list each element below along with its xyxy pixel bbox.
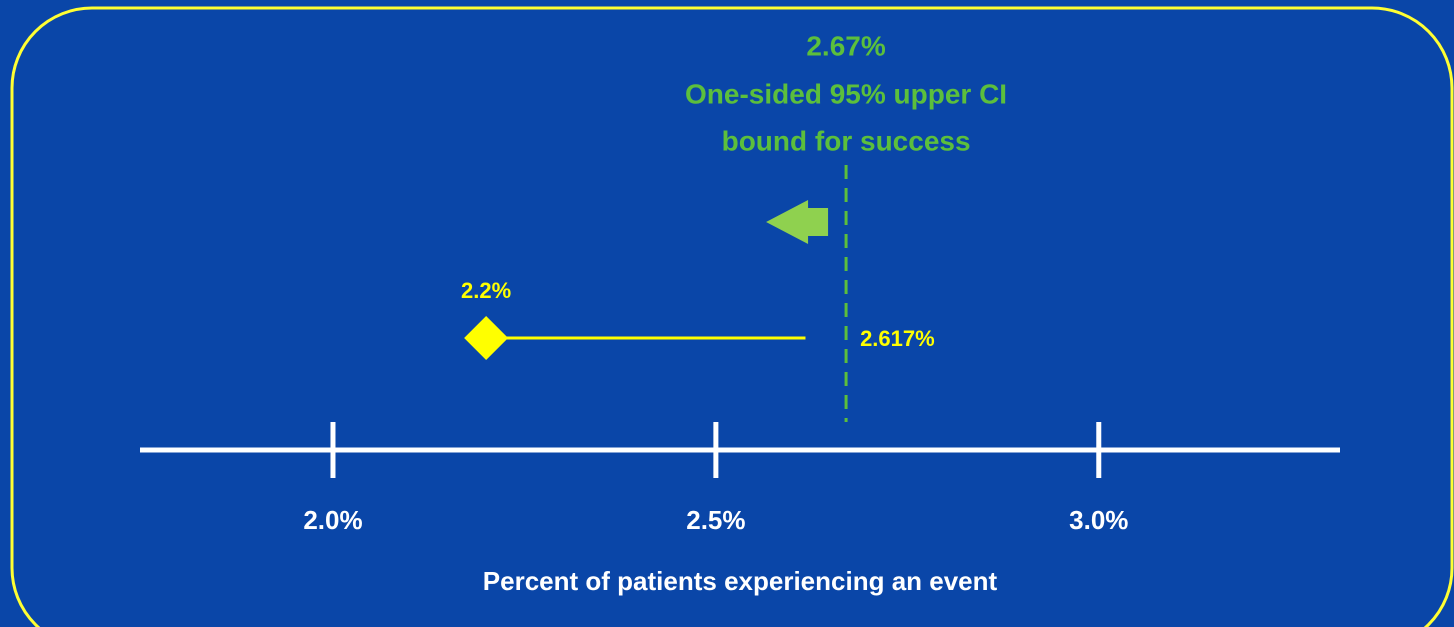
frame bbox=[10, 6, 1454, 627]
threshold-annotation: One-sided 95% upper CI bbox=[685, 78, 1007, 109]
x-tick-label: 2.5% bbox=[686, 505, 745, 535]
x-tick-label: 3.0% bbox=[1069, 505, 1128, 535]
estimate-label: 2.2% bbox=[461, 278, 511, 303]
threshold-annotation: bound for success bbox=[722, 125, 971, 156]
point-estimate bbox=[464, 316, 509, 360]
direction-arrow bbox=[766, 200, 829, 244]
upper-label: 2.617% bbox=[860, 326, 935, 351]
x-tick-label: 2.0% bbox=[303, 505, 362, 535]
x-axis-label: Percent of patients experiencing an even… bbox=[483, 566, 998, 596]
threshold-label: 2.67% bbox=[806, 30, 885, 61]
